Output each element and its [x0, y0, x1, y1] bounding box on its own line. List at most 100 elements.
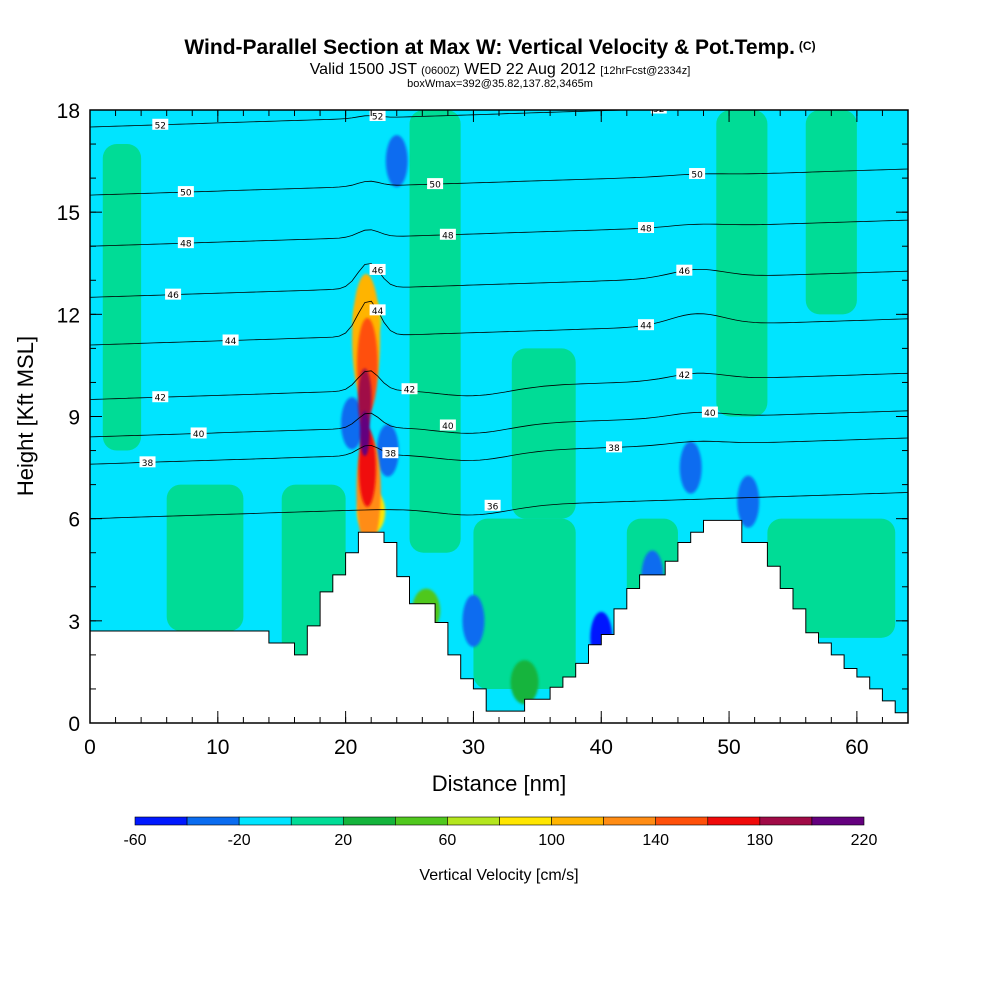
theta-label-box [650, 110, 667, 114]
y-tick-label: 18 [57, 100, 80, 123]
colorbar-tick-label: 180 [747, 832, 774, 849]
w-cell [385, 135, 408, 188]
colorbar-label: Vertical Velocity [cm/s] [419, 867, 578, 884]
theta-label-box [689, 168, 706, 180]
theta-label: 52 [155, 121, 166, 131]
x-tick-label: 60 [845, 736, 868, 759]
theta-label-box [152, 118, 169, 130]
theta-label-box [369, 304, 386, 316]
theta-contour-line [90, 219, 908, 247]
colorbar-tick-label: -20 [228, 832, 251, 849]
valid-time: Valid 1500 JST [309, 61, 417, 78]
colorbar-swatch [447, 816, 500, 826]
theta-label: 48 [180, 240, 192, 250]
colorbar-swatch [811, 816, 865, 826]
copyright-mark: (C) [798, 39, 816, 53]
y-tick-label: 15 [57, 202, 80, 225]
theta-label: 44 [640, 322, 652, 332]
w-cell [358, 368, 372, 431]
x-tick-label: 30 [462, 736, 485, 759]
colorbar-swatch [603, 816, 657, 826]
x-tick-label: 0 [84, 736, 96, 759]
y-tick-label: 0 [68, 713, 80, 736]
theta-label: 38 [142, 459, 154, 469]
theta-label: 52 [653, 105, 664, 115]
theta-label-box [676, 264, 693, 276]
theta-contour-line [90, 370, 908, 400]
theta-label: 52 [372, 113, 383, 123]
theta-contours: 52 52 52 50 50 50 48 48 48 46 46 46 44 44 44 42 42 42 40 40… [90, 105, 908, 520]
theta-label: 46 [372, 266, 384, 276]
theta-label: 38 [385, 450, 397, 460]
theta-label: 38 [608, 444, 620, 454]
theta-label: 50 [691, 171, 703, 181]
valid-utc: (0600Z) [421, 65, 460, 77]
theta-label-box [484, 499, 501, 511]
theta-contour-line [90, 263, 908, 298]
colorbar: -60 -20 20 60 100 140 180 220 [123, 816, 878, 849]
theta-label-box [369, 263, 386, 275]
theta-label-box [701, 406, 718, 418]
colorbar-tick-label: 100 [538, 832, 565, 849]
colorbar-swatch [186, 816, 240, 826]
w-cell [359, 411, 370, 457]
w-region [767, 518, 896, 638]
w-region [511, 348, 576, 519]
theta-label-box [190, 427, 207, 439]
w-cell [462, 594, 485, 647]
x-tick-label: 50 [717, 736, 740, 759]
theta-label-box [139, 456, 156, 468]
theta-label: 42 [679, 371, 690, 381]
theta-contour-line [90, 492, 908, 520]
theta-contour-line [90, 410, 908, 438]
theta-label-box [382, 447, 399, 459]
colorbar-tick-label: 140 [642, 832, 669, 849]
colorbar-tick-label: -60 [123, 832, 146, 849]
velocity-field [90, 110, 908, 723]
theta-contour-line [90, 168, 908, 196]
theta-label: 44 [225, 337, 237, 347]
theta-label: 42 [155, 394, 166, 404]
colorbar-swatch [707, 816, 761, 826]
x-tick-label: 20 [334, 736, 357, 759]
forecast-info: [12hrFcst@2334z] [600, 65, 691, 77]
x-tick-label: 10 [206, 736, 229, 759]
theta-label: 46 [167, 291, 179, 301]
theta-label: 46 [679, 267, 691, 277]
theta-label: 48 [640, 225, 652, 235]
theta-label: 50 [429, 181, 441, 191]
colorbar-swatch [395, 816, 448, 826]
theta-label: 40 [193, 430, 205, 440]
valid-date: WED 22 Aug 2012 [464, 61, 596, 78]
colorbar-tick-label: 60 [439, 832, 457, 849]
y-tick-label: 9 [68, 407, 80, 430]
theta-label-box [606, 441, 623, 453]
w-region [409, 110, 461, 553]
theta-label: 40 [704, 409, 716, 419]
colorbar-tick-label: 220 [851, 832, 878, 849]
colorbar-swatch [759, 816, 813, 826]
w-region [166, 484, 244, 632]
y-tick-label: 6 [68, 509, 80, 532]
theta-label-box [177, 237, 194, 249]
chart-subtitle: Valid 1500 JST (0600Z) WED 22 Aug 2012 [… [0, 61, 1000, 79]
theta-label: 36 [487, 502, 499, 512]
theta-label-box [177, 186, 194, 198]
y-tick-label: 3 [68, 611, 80, 634]
colorbar-swatch [499, 816, 552, 826]
theta-label-box [676, 368, 693, 380]
theta-label-box [637, 222, 654, 234]
colorbar-swatch [342, 816, 396, 826]
w-cell [510, 660, 539, 705]
theta-label-box [152, 391, 169, 403]
colorbar-swatch [134, 816, 188, 826]
box-info: boxWmax=392@35.82,137.82,3465m [407, 78, 593, 90]
theta-label: 42 [404, 386, 415, 396]
x-axis-label: Distance [nm] [432, 771, 567, 796]
theta-label-box [637, 319, 654, 331]
theta-label-box [369, 110, 386, 122]
theta-label: 44 [372, 307, 384, 317]
theta-label-box [439, 419, 456, 431]
